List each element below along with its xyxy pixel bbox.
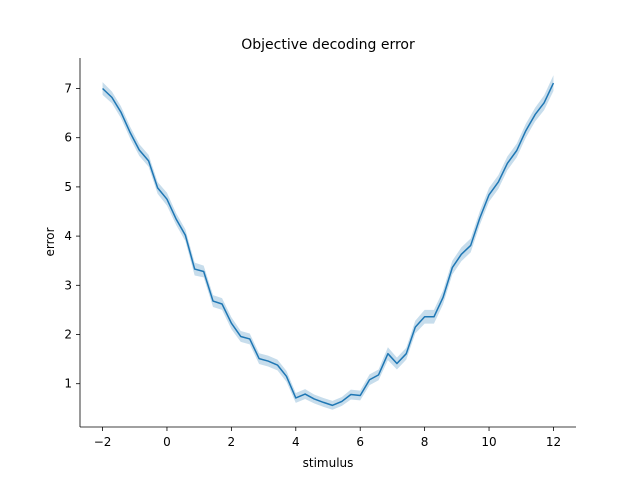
y-axis-ticks: 1 2 3 4 5 6 7: [64, 82, 80, 391]
x-tick-label: 8: [421, 435, 429, 449]
y-tick-label: 6: [64, 131, 72, 145]
chart-title: Objective decoding error: [241, 37, 415, 53]
y-tick-label: 1: [64, 377, 72, 391]
y-tick-label: 3: [64, 278, 72, 292]
x-tick-label: 10: [481, 435, 496, 449]
y-tick-label: 5: [64, 180, 72, 194]
x-tick-label: 4: [292, 435, 300, 449]
y-tick-label: 7: [64, 82, 72, 96]
y-tick-label: 4: [64, 229, 72, 243]
series-line: [102, 82, 555, 407]
confidence-band: [102, 75, 554, 410]
x-tick-label: 0: [163, 435, 171, 449]
y-tick-label: 2: [64, 328, 72, 342]
x-tick-label: 6: [356, 435, 364, 449]
x-axis-ticks: −2 0 2 4 6 8 10 12: [94, 427, 561, 449]
x-tick-label: 2: [228, 435, 236, 449]
x-tick-label: −2: [94, 435, 112, 449]
x-tick-label: 12: [546, 435, 561, 449]
plot-area: [102, 75, 555, 410]
y-axis-label: error: [43, 227, 57, 256]
x-axis-label: stimulus: [303, 456, 354, 470]
